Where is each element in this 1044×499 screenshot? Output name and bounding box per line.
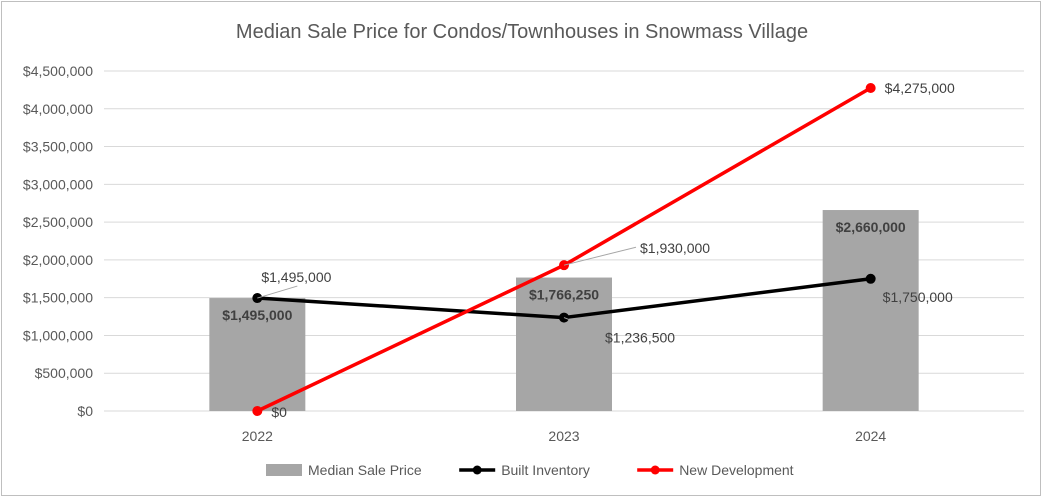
y-tick-label: $3,000,000: [23, 176, 93, 192]
y-tick-label: $1,500,000: [23, 290, 93, 306]
x-tick-label: 2023: [548, 428, 579, 444]
bar: [822, 210, 919, 411]
legend-label-new-development: New Development: [679, 462, 793, 478]
line-data-label: $1,495,000: [261, 269, 331, 285]
legend-label-built-inventory: Built Inventory: [501, 462, 590, 478]
label-leader-line: [563, 246, 637, 266]
y-tick-label: $2,000,000: [23, 252, 93, 268]
chart-title: Median Sale Price for Condos/Townhouses …: [236, 21, 808, 43]
legend-label-median-sale-price: Median Sale Price: [308, 462, 422, 478]
built-inventory-marker: [865, 273, 876, 284]
new-development-marker: [865, 83, 876, 93]
line-data-label: $4,275,000: [885, 80, 955, 96]
legend-swatch-median-sale-price: [266, 464, 302, 476]
y-tick-label: $4,000,000: [23, 101, 93, 117]
line-data-label: $0: [271, 404, 287, 420]
legend: Median Sale Price Built Inventory New Deve…: [266, 462, 794, 478]
bar-data-label: $2,660,000: [836, 219, 906, 235]
y-tick-label: $4,500,000: [23, 63, 93, 79]
line-data-label: $1,750,000: [883, 289, 953, 305]
new-development-marker: [252, 406, 263, 416]
y-tick-label: $3,500,000: [23, 139, 93, 155]
legend-marker-built-inventory: [472, 465, 482, 475]
bar-series: [209, 210, 919, 411]
x-axis-tick-labels: 2022 2023 2024: [242, 428, 887, 444]
y-axis-tick-labels: $0 $500,000 $1,000,000 $1,500,000 $2,000,000…: [23, 63, 93, 419]
bar-data-label: $1,495,000: [222, 307, 292, 323]
y-tick-label: $1,000,000: [23, 327, 93, 343]
bar: [209, 298, 306, 411]
y-tick-label: $2,500,000: [23, 214, 93, 230]
data-labels: $1,495,000 $1,766,250 $2,660,000 $1,495,000…: [222, 80, 955, 420]
line-data-label: $1,236,500: [605, 330, 675, 346]
label-leader-line: [563, 317, 601, 333]
legend-marker-new-development: [650, 465, 660, 475]
bar-data-label: $1,766,250: [529, 287, 599, 303]
x-tick-label: 2022: [242, 428, 273, 444]
bar: [516, 277, 612, 411]
label-leader-line: [257, 285, 298, 299]
y-tick-label: $0: [77, 403, 93, 419]
x-tick-label: 2024: [855, 428, 886, 444]
line-data-label: $1,930,000: [640, 240, 710, 256]
y-tick-label: $500,000: [35, 365, 94, 381]
